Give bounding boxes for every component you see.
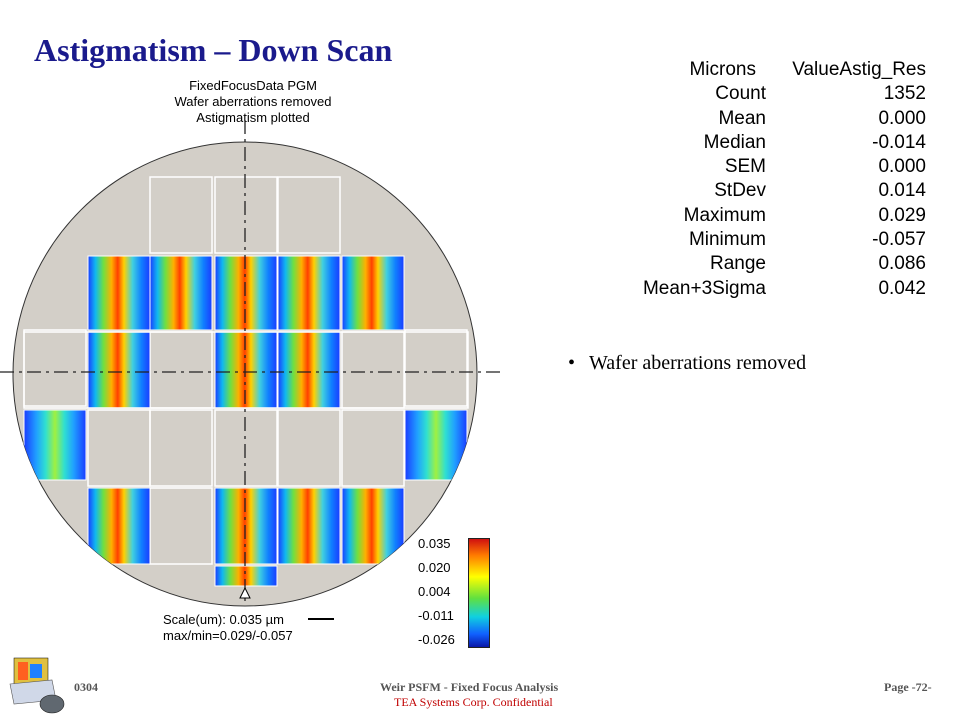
colorbar-tick: -0.026 xyxy=(418,632,455,647)
scale-readout: Scale(um): 0.035 µm max/min=0.029/-0.057 xyxy=(163,612,293,644)
stats-value: -0.014 xyxy=(872,131,926,153)
scale-bar xyxy=(308,618,334,620)
stats-row: Mean 0.000 xyxy=(630,107,926,131)
stats-value: 0.014 xyxy=(878,180,926,202)
colorbar-tick: -0.011 xyxy=(418,608,454,623)
plot-header-line: FixedFocusData PGM xyxy=(189,78,317,93)
stats-row: Mean+3Sigma 0.042 xyxy=(630,277,926,301)
stats-label: Mean+3Sigma xyxy=(642,277,766,299)
logo-icon xyxy=(9,657,65,714)
stats-value: 0.042 xyxy=(878,277,926,299)
colorbar-tick: 0.004 xyxy=(418,584,451,599)
footer-center: Weir PSFM - Fixed Focus Analysis xyxy=(380,680,559,694)
heatmap-fields xyxy=(23,255,468,587)
footer-page: Page -72- xyxy=(884,680,932,694)
maxmin-line: max/min=0.029/-0.057 xyxy=(163,628,293,643)
stats-row: StDev 0.014 xyxy=(630,179,926,203)
bullet-dot-icon: • xyxy=(568,352,576,374)
scale-line: Scale(um): 0.035 µm xyxy=(163,612,284,627)
stats-label: Median xyxy=(703,131,766,153)
footer-left: 0304 xyxy=(74,680,98,694)
stats-label: Range xyxy=(710,253,766,275)
stats-value: 0.086 xyxy=(878,253,926,275)
bullet-item: • Wafer aberrations removed xyxy=(568,352,806,375)
stats-label: Count xyxy=(715,83,766,105)
stats-row: Range 0.086 xyxy=(630,252,926,276)
footer-confidential: TEA Systems Corp. Confidential xyxy=(394,695,553,709)
bullet-text: Wafer aberrations removed xyxy=(589,352,807,374)
stats-value: 1352 xyxy=(883,83,926,105)
plot-header: FixedFocusData PGM Wafer aberrations rem… xyxy=(118,78,388,126)
stats-label: Minimum xyxy=(688,229,766,251)
stats-table: Microns ValueAstig_Res Count 1352 Mean 0.0… xyxy=(630,58,926,301)
stats-row: SEM 0.000 xyxy=(630,155,926,179)
stats-value: 0.029 xyxy=(878,204,926,226)
field-grid xyxy=(23,176,469,587)
stats-value: 0.000 xyxy=(878,107,926,129)
stats-row: Minimum -0.057 xyxy=(630,228,926,252)
stats-label: Mean xyxy=(718,107,766,129)
slide-title: Astigmatism – Down Scan xyxy=(34,32,393,68)
stats-value: 0.000 xyxy=(878,156,926,178)
stats-label: StDev xyxy=(714,180,766,202)
wafer-map xyxy=(0,120,500,607)
stats-label: Maximum xyxy=(683,204,766,226)
plot-header-line: Astigmatism plotted xyxy=(196,110,310,125)
colorbar-tick: 0.020 xyxy=(418,560,451,575)
stats-row: Maximum 0.029 xyxy=(630,204,926,228)
stats-header-value: ValueAstig_Res xyxy=(792,59,926,80)
colorbar-tick: 0.035 xyxy=(418,536,451,551)
stats-row: Count 1352 xyxy=(630,82,926,106)
colorbar xyxy=(468,538,490,648)
plot-header-line: Wafer aberrations removed xyxy=(174,94,332,109)
stats-label: SEM xyxy=(724,156,766,178)
stats-row: Median -0.014 xyxy=(630,131,926,155)
stats-header-row: Microns ValueAstig_Res xyxy=(630,58,926,82)
stats-value: -0.057 xyxy=(872,229,926,251)
stats-header-label: Microns xyxy=(689,59,756,80)
